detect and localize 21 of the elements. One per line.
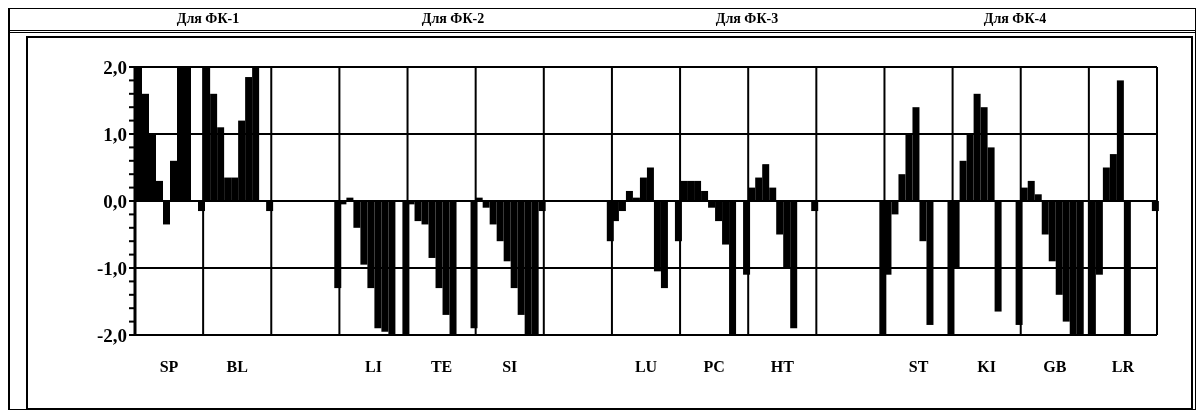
y-tick-label: -1,0 xyxy=(96,257,127,279)
x-tick-label: BL xyxy=(226,358,248,376)
y-tick-label: -2,0 xyxy=(96,324,127,346)
x-tick-label: ST xyxy=(908,358,929,376)
x-tick-label: GB xyxy=(1043,358,1067,376)
y-tick-label: 2,0 xyxy=(103,56,127,78)
y-tick-label: 1,0 xyxy=(103,123,127,145)
y-tick-label: 0,0 xyxy=(103,190,127,212)
x-tick-label: LU xyxy=(634,358,658,376)
text: Для ФК-2 xyxy=(420,11,486,27)
x-tick-label: SI xyxy=(502,358,518,376)
text: Для ФК-1 xyxy=(175,11,241,27)
x-tick-label: SP xyxy=(159,358,179,376)
x-tick-label: HT xyxy=(770,358,795,376)
x-tick-label: LI xyxy=(365,358,382,376)
x-tick-label: LR xyxy=(1111,358,1135,376)
text: Для ФК-4 xyxy=(982,11,1048,27)
x-tick-label: PC xyxy=(703,358,725,376)
x-tick-label: TE xyxy=(430,358,453,376)
x-tick-label: KI xyxy=(977,358,996,376)
text: Для ФК-3 xyxy=(714,11,780,27)
